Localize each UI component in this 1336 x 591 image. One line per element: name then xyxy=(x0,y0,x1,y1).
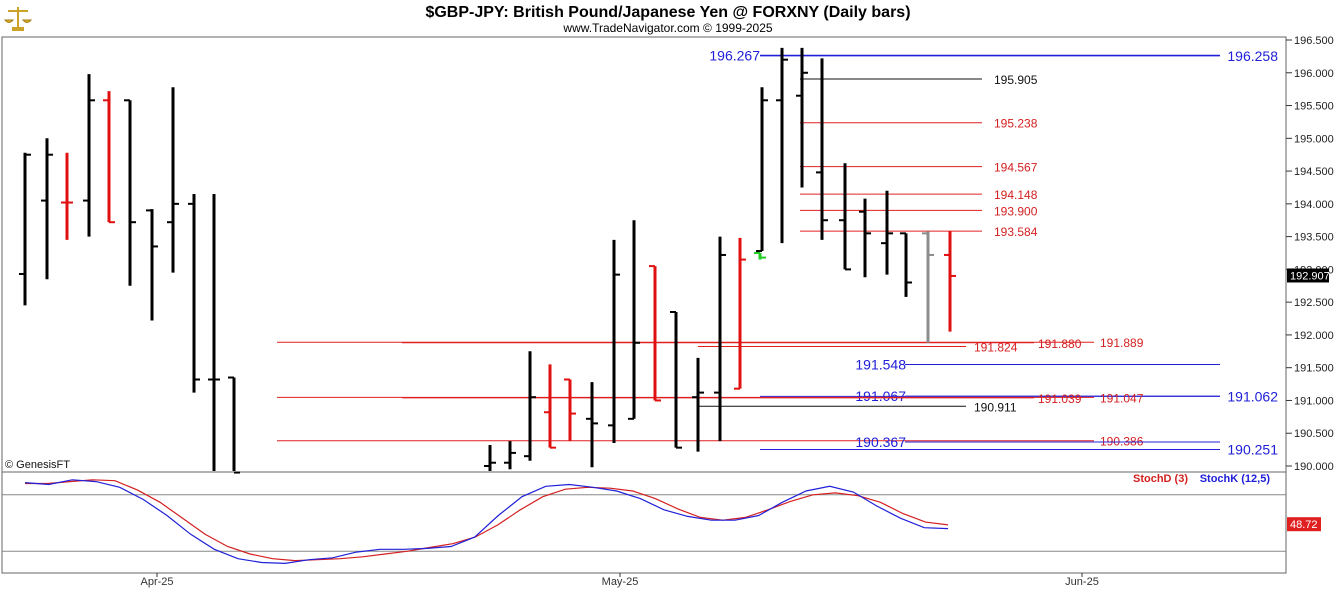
ohlc-bar xyxy=(608,239,620,444)
ohlc-bar xyxy=(922,231,934,343)
ohlc-bar xyxy=(83,74,95,237)
level-label: 191.548 xyxy=(855,357,906,373)
y-tick-label: 195.000 xyxy=(1294,133,1334,145)
y-tick-label: 190.000 xyxy=(1294,461,1334,473)
ohlc-bar xyxy=(756,87,768,253)
y-tick-label: 193.500 xyxy=(1294,232,1334,244)
ohlc-bar xyxy=(586,382,598,468)
ohlc-bar xyxy=(881,190,893,275)
ohlc-bar xyxy=(188,194,200,393)
credit-label: © GenesisFT xyxy=(5,459,70,471)
ohlc-bar xyxy=(524,351,536,461)
level-label: 194.567 xyxy=(994,161,1038,175)
level-label: 190.251 xyxy=(1227,442,1278,458)
ohlc-bar xyxy=(228,376,240,474)
stoch-d-line xyxy=(25,479,949,562)
ohlc-bar xyxy=(796,47,808,188)
last-price-label: 192.907 xyxy=(1290,270,1330,282)
level-label: 196.267 xyxy=(709,47,760,63)
ohlc-bar xyxy=(208,194,220,471)
y-tick-label: 195.500 xyxy=(1294,101,1334,113)
ohlc-bar xyxy=(61,152,73,240)
stoch-value-badge xyxy=(1287,517,1321,532)
y-tick-label: 192.500 xyxy=(1294,297,1334,309)
level-label: 191.039 xyxy=(1038,392,1082,406)
y-tick-label: 194.500 xyxy=(1294,166,1334,178)
ohlc-bar xyxy=(544,364,556,449)
ohlc-bar xyxy=(19,152,31,306)
ohlc-bar xyxy=(167,87,179,273)
y-tick-label: 192.000 xyxy=(1294,330,1334,342)
level-label: 191.880 xyxy=(1038,337,1082,351)
ohlc-bar xyxy=(484,445,496,471)
level-label: 193.900 xyxy=(994,204,1038,218)
price-bars xyxy=(19,47,956,474)
ohlc-bar xyxy=(670,310,682,449)
level-label: 191.062 xyxy=(1227,388,1278,404)
y-tick-label: 191.500 xyxy=(1294,363,1334,375)
level-label: 193.584 xyxy=(994,225,1038,239)
level-label: 195.905 xyxy=(994,73,1038,87)
stochastic-panel: 48.72 xyxy=(2,479,1321,565)
price-axis: 196.500 196.000 195.500 195.000 194.500 194.0… xyxy=(1286,35,1334,473)
stoch-k-legend: StochK (12,5) xyxy=(1200,473,1271,485)
ohlc-bar xyxy=(944,231,956,332)
x-tick-label: May-25 xyxy=(602,576,639,588)
y-tick-label: 194.000 xyxy=(1294,199,1334,211)
ohlc-bar xyxy=(649,265,661,402)
y-tick-label: 191.000 xyxy=(1294,395,1334,407)
level-label: 190.911 xyxy=(974,400,1017,414)
chart-subtitle: www.TradeNavigator.com © 1999-2025 xyxy=(562,21,772,35)
y-tick-label: 190.500 xyxy=(1294,428,1334,440)
ohlc-bar xyxy=(859,198,871,278)
support-resistance-levels: 196.267 196.258 195.905 195.238 194.567 194.1… xyxy=(277,47,1278,458)
ohlc-bar xyxy=(692,357,704,452)
stoch-value-label: 48.72 xyxy=(1290,519,1318,531)
ohlc-bar xyxy=(776,47,788,244)
level-label: 196.258 xyxy=(1227,48,1278,64)
chart-title: $GBP-JPY: British Pound/Japanese Yen @ F… xyxy=(425,4,910,21)
ohlc-bar xyxy=(124,99,136,286)
level-label: 191.047 xyxy=(1100,391,1144,405)
ohlc-bar xyxy=(754,252,766,260)
stoch-d-legend: StochD (3) xyxy=(1133,473,1188,485)
level-label: 191.824 xyxy=(974,340,1018,354)
y-tick-label: 196.000 xyxy=(1294,68,1334,80)
ohlc-bar xyxy=(839,163,851,271)
level-label: 194.148 xyxy=(994,188,1038,202)
ohlc-bar xyxy=(714,236,726,442)
ohlc-bar xyxy=(504,441,516,470)
date-axis: Apr-25 May-25 Jun-25 xyxy=(140,573,1099,588)
last-price-badge xyxy=(1287,268,1329,283)
gold-scales-icon xyxy=(3,4,33,32)
ohlc-bar xyxy=(41,138,53,280)
chart-header: $GBP-JPY: British Pound/Japanese Yen @ F… xyxy=(3,4,911,35)
ohlc-bar xyxy=(564,378,576,442)
plot-border xyxy=(1,36,1287,574)
ohlc-bar xyxy=(628,220,640,420)
ohlc-bar xyxy=(734,237,746,390)
ohlc-bar xyxy=(103,91,115,224)
level-label: 191.889 xyxy=(1100,336,1144,350)
x-tick-label: Apr-25 xyxy=(140,576,173,588)
ohlc-bar xyxy=(900,232,912,297)
y-tick-label: 196.500 xyxy=(1294,35,1334,47)
chart-frame xyxy=(0,36,1336,591)
level-label: 195.238 xyxy=(994,117,1038,131)
ohlc-bar xyxy=(146,209,158,321)
level-label: 190.367 xyxy=(855,434,906,450)
x-tick-label: Jun-25 xyxy=(1065,576,1099,588)
stoch-k-line xyxy=(24,479,949,565)
ohlc-bar xyxy=(816,58,828,240)
